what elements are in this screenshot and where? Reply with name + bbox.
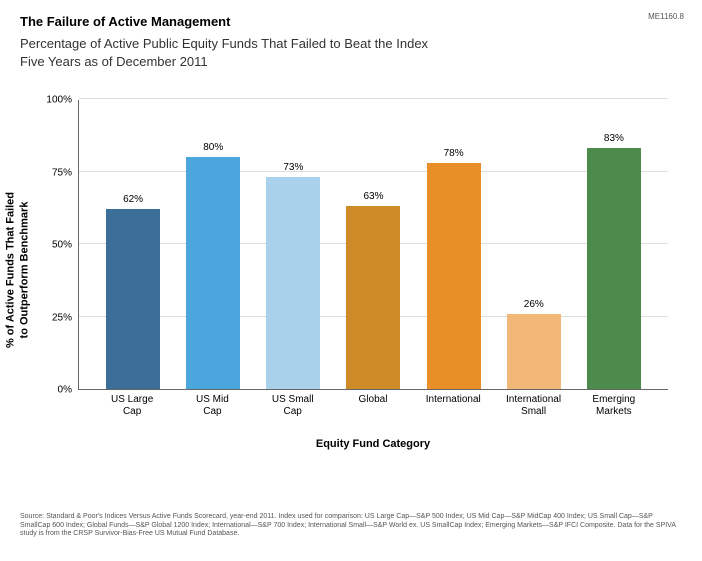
bar [587, 148, 641, 389]
bar-group: 80% [173, 142, 253, 389]
reference-code: ME1160.8 [648, 12, 684, 21]
bar-value-label: 80% [203, 142, 223, 153]
gridline [79, 98, 668, 99]
header: The Failure of Active Management Percent… [0, 0, 702, 70]
bar-value-label: 62% [123, 194, 143, 205]
bar [106, 209, 160, 389]
y-tick: 75% [36, 167, 72, 178]
source-footnote: Source: Standard & Poor's Indices Versus… [20, 513, 682, 539]
y-axis-label-line-2: to Outperform Benchmark [18, 202, 30, 339]
bar [346, 206, 400, 389]
x-axis-label: Equity Fund Category [78, 438, 668, 450]
chart-title: The Failure of Active Management [20, 14, 682, 29]
chart-subtitle: Percentage of Active Public Equity Funds… [20, 35, 682, 70]
x-tick: InternationalSmall [493, 394, 573, 418]
chart-area: % of Active Funds That Failed to Outperf… [0, 80, 702, 470]
x-tick: International [413, 394, 493, 418]
bar-value-label: 73% [283, 162, 303, 173]
bar-value-label: 83% [604, 133, 624, 144]
bar-group: 63% [333, 191, 413, 389]
x-tick: Global [333, 394, 413, 418]
subtitle-line-1: Percentage of Active Public Equity Funds… [20, 36, 428, 51]
bar-group: 26% [494, 299, 574, 389]
x-tick: EmergingMarkets [574, 394, 654, 418]
y-tick: 25% [36, 312, 72, 323]
bar-group: 62% [93, 194, 173, 389]
bar [507, 314, 561, 389]
bar-group: 83% [574, 133, 654, 389]
bar-value-label: 78% [444, 148, 464, 159]
bar-group: 78% [414, 148, 494, 389]
subtitle-line-2: Five Years as of December 2011 [20, 54, 208, 69]
y-tick: 50% [36, 240, 72, 251]
x-tick-labels: US LargeCapUS MidCapUS SmallCapGlobalInt… [78, 394, 668, 418]
x-tick: US LargeCap [92, 394, 172, 418]
bar-value-label: 26% [524, 299, 544, 310]
bar [427, 163, 481, 389]
y-axis-label-line-1: % of Active Funds That Failed [4, 192, 16, 348]
bar-group: 73% [253, 162, 333, 389]
x-tick: US SmallCap [253, 394, 333, 418]
bar [266, 177, 320, 389]
y-axis-label: % of Active Funds That Failed to Outperf… [4, 120, 32, 420]
bar [186, 157, 240, 389]
bars-container: 62% 80% 73% 63% 78% 26% 83% [79, 100, 668, 389]
x-tick: US MidCap [172, 394, 252, 418]
plot-region: 62% 80% 73% 63% 78% 26% 83% [78, 100, 668, 390]
bar-value-label: 63% [363, 191, 383, 202]
y-tick: 100% [36, 95, 72, 106]
y-tick: 0% [36, 385, 72, 396]
